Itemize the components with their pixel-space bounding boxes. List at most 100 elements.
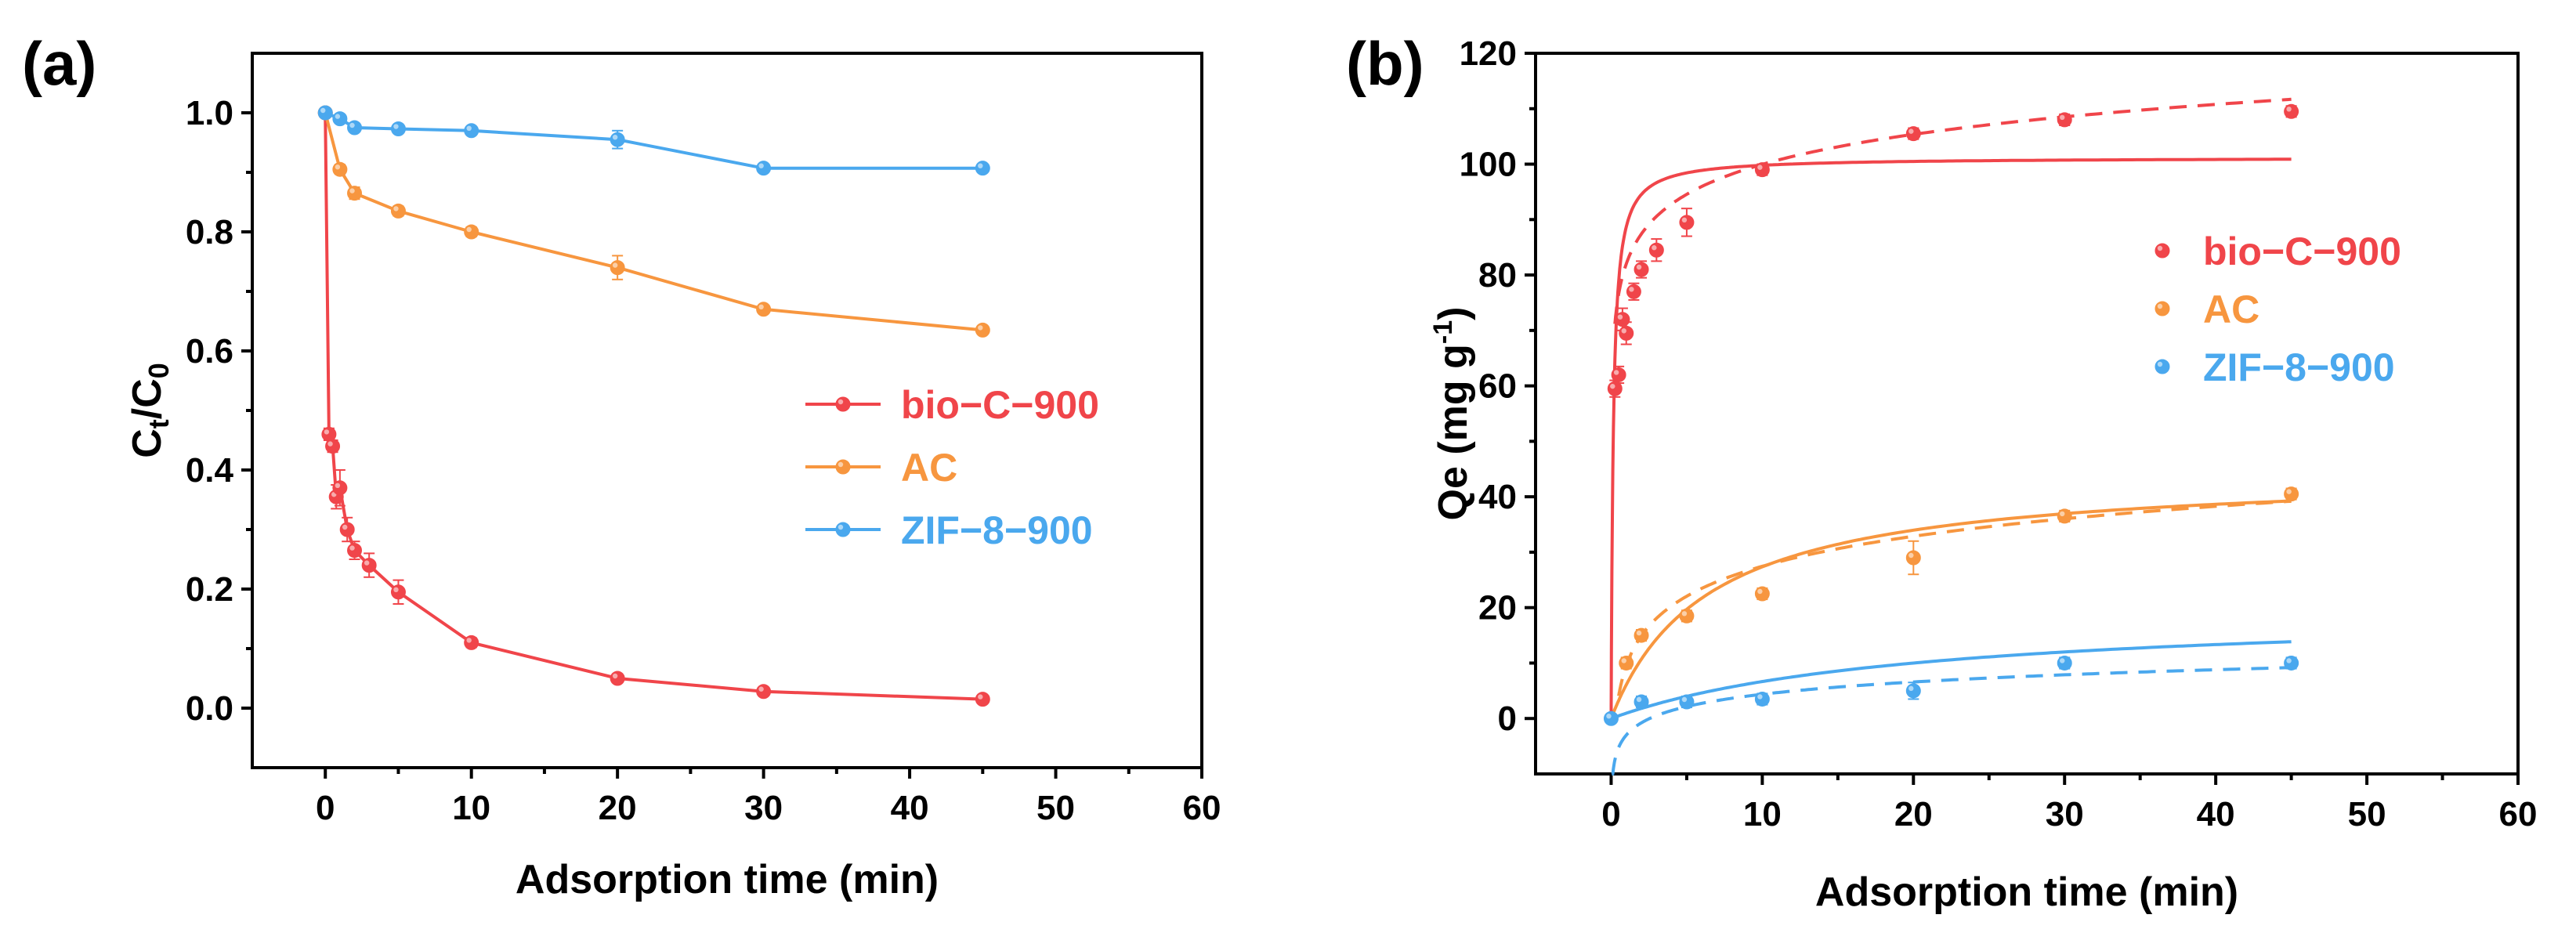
data-point-zif-8-900-highlight [349, 122, 355, 128]
panel-a-x-tick-label: 20 [599, 789, 637, 827]
data-point-bio-c-900-highlight [2286, 107, 2292, 112]
panel-a-y-tick-label: 1.0 [186, 94, 233, 132]
panel-b-y-tick-label: 80 [1478, 256, 1517, 295]
data-point-zif-8-900-highlight [2286, 658, 2292, 663]
data-point-zif-8-900-highlight [1757, 694, 1763, 700]
data-point-zif-8-900-highlight [393, 124, 399, 129]
legend-marker-zif-8-900 [2155, 359, 2170, 374]
panel-a-ylabel-main: C [125, 428, 170, 458]
data-point-zif-8-900-highlight [612, 135, 618, 140]
panel-a-ylabel-sub2: 0 [143, 363, 175, 378]
data-point-bio-c-900-highlight [349, 545, 355, 551]
data-point-ac [2284, 486, 2299, 502]
data-point-zif-8-900 [610, 132, 625, 147]
panel-b-ylabel-main: Qe (mg g [1431, 344, 1476, 520]
data-point-bio-c-900 [1619, 325, 1634, 341]
panel-b-legend: bio−C−900 AC ZIF−8−900 [2155, 230, 2401, 389]
data-point-zif-8-900 [1905, 683, 1921, 699]
panel-a-legend: bio−C−900 AC ZIF−8−900 [805, 383, 1099, 552]
data-point-zif-8-900-highlight [466, 125, 472, 131]
panel-a-x-tick-label: 10 [452, 789, 490, 827]
legend-marker-bio-c-900 [835, 396, 851, 412]
legend-marker-bio-c-900 [2155, 243, 2170, 258]
data-point-zif-8-900 [464, 123, 479, 139]
data-point-bio-c-900-highlight [758, 686, 764, 692]
data-point-ac-highlight [335, 164, 341, 170]
panel-b-y-tick-label: 100 [1460, 146, 1517, 184]
data-point-bio-c-900-highlight [1617, 314, 1623, 320]
data-point-bio-c-900 [610, 671, 625, 686]
data-point-zif-8-900-highlight [1681, 696, 1688, 703]
data-point-zif-8-900 [1679, 694, 1695, 710]
data-point-bio-c-900-highlight [364, 560, 370, 566]
panel-b-ylabel-sup: -1 [1428, 320, 1458, 344]
data-point-bio-c-900-highlight [1621, 328, 1626, 334]
panel-a-axes: 0 10 20 30 40 50 60 0.0 0.2 0.4 0.6 0.8 1.0 [186, 94, 1221, 827]
panel-a-x-tick-label: 0 [316, 789, 335, 827]
legend-label-zif-8-900: ZIF−8−900 [2203, 345, 2395, 389]
legend-marker-ac [835, 459, 851, 475]
data-point-zif-8-900-highlight [1908, 685, 1914, 692]
data-point-bio-c-900-highlight [2060, 114, 2065, 121]
legend-marker-ac-highlight [2157, 303, 2163, 309]
data-point-bio-c-900 [1634, 262, 1649, 277]
panel-a-y-tick-label: 0.6 [186, 332, 233, 371]
panel-b-x-axis-title: Adsorption time (min) [1815, 870, 2238, 915]
data-point-bio-c-900 [464, 634, 479, 650]
data-point-bio-c-900 [390, 584, 406, 600]
series-line-zif-8-900 [324, 111, 983, 170]
legend-marker-ac-highlight [838, 461, 844, 468]
data-point-ac [1619, 655, 1634, 671]
panel-a-y-tick-label: 0.4 [186, 451, 234, 490]
fit-curve-solid-ac [1609, 499, 2292, 719]
data-point-ac [390, 203, 406, 219]
panel-a-y-tick-label: 0.0 [186, 689, 233, 728]
data-point-zif-8-900-highlight [335, 114, 341, 119]
fit-curve-solid-zif-8-900 [1610, 640, 2292, 721]
data-point-bio-c-900 [1626, 284, 1641, 299]
data-point-bio-c-900-highlight [1681, 217, 1688, 223]
data-point-zif-8-900 [390, 121, 406, 137]
panel-b-y-tick-label: 0 [1498, 700, 1517, 738]
data-point-bio-c-900-highlight [1636, 264, 1642, 270]
data-point-bio-c-900 [2057, 112, 2072, 128]
data-point-bio-c-900 [332, 480, 348, 496]
legend-marker-zif-8-900-highlight [838, 524, 844, 530]
panel-b-x-tick-label: 40 [2197, 795, 2235, 833]
panel-b-y-tick-label: 60 [1478, 367, 1517, 406]
panel-b-x-tick-label: 20 [1894, 795, 1933, 833]
data-point-bio-c-900 [975, 692, 990, 707]
data-point-ac [464, 224, 479, 240]
data-point-bio-c-900-highlight [342, 524, 348, 530]
panel-a-ylabel-slash: /C [125, 378, 170, 419]
panel-b-ylabel-close: ) [1431, 307, 1476, 320]
panel-a-x-tick-label: 60 [1183, 789, 1221, 827]
data-point-bio-c-900 [1611, 367, 1626, 382]
data-point-zif-8-900 [2057, 655, 2072, 671]
data-point-bio-c-900-highlight [1629, 287, 1634, 292]
panel-b-y-tick-label: 40 [1478, 478, 1517, 516]
data-point-bio-c-900-highlight [978, 694, 983, 700]
data-point-bio-c-900-highlight [1613, 370, 1619, 375]
data-point-ac [1634, 627, 1649, 643]
data-point-ac-highlight [466, 226, 472, 233]
panel-b-x-tick-label: 50 [2348, 795, 2386, 833]
series-line-bio-c-900 [324, 112, 983, 701]
data-point-zif-8-900 [1603, 710, 1619, 726]
data-point-zif-8-900 [2284, 655, 2299, 671]
fit-curve-dashed-zif-8-900 [1611, 666, 2292, 776]
data-point-bio-c-900-highlight [327, 441, 333, 446]
panel-b-axes: 0 10 20 30 40 50 60 0 20 40 60 80 100 120 [1460, 34, 2538, 833]
legend-marker-bio-c-900-highlight [2157, 245, 2163, 251]
data-point-bio-c-900 [1754, 162, 1770, 178]
data-point-bio-c-900 [339, 522, 355, 537]
data-point-ac-highlight [1681, 611, 1688, 616]
panel-b-series-group [1603, 103, 2299, 726]
legend-label-bio-c-900: bio−C−900 [2203, 230, 2401, 273]
data-point-ac-highlight [2060, 511, 2065, 517]
panel-a-x-tick-label: 40 [891, 789, 929, 827]
panel-a-y-tick-label: 0.8 [186, 213, 233, 251]
data-point-ac-highlight [978, 325, 983, 331]
data-point-bio-c-900-highlight [324, 429, 330, 435]
